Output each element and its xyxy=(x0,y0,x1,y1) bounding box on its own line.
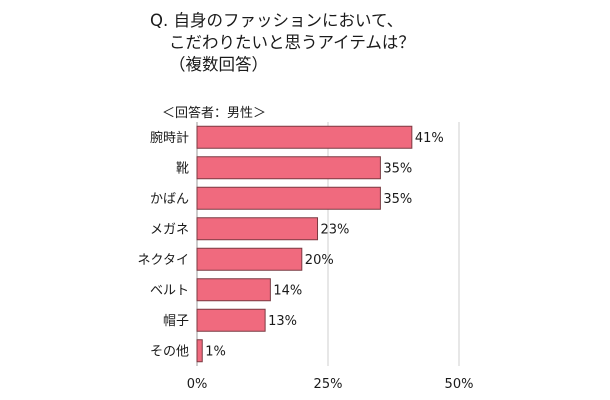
title-line-3: （複数回答） xyxy=(169,55,268,74)
value-label-6: 13% xyxy=(268,314,297,329)
bar-6 xyxy=(196,308,266,332)
bar-7 xyxy=(196,339,203,363)
value-label-4: 20% xyxy=(305,253,334,268)
value-label-3: 23% xyxy=(321,222,350,237)
value-label-0: 41% xyxy=(415,131,444,146)
bar-5 xyxy=(196,278,271,302)
x-tick-label-0: 0% xyxy=(187,377,208,392)
category-label-1: 靴 xyxy=(176,161,189,176)
bar-3 xyxy=(196,217,319,241)
category-label-0: 腕時計 xyxy=(150,130,189,146)
bar-4 xyxy=(196,247,303,271)
bar-0 xyxy=(196,125,413,149)
title-line-1: Q. 自身のファッションにおいて、 xyxy=(150,11,404,30)
bar-1 xyxy=(196,156,381,180)
category-label-5: ベルト xyxy=(150,283,189,298)
chart-title: Q. 自身のファッションにおいて、 こだわりたいと思うアイテムは？ （複数回答） xyxy=(150,10,415,76)
label-layer: 腕時計 41% 靴 35% かばん 35% メガネ 23% ネクタイ 20% ベルト 14% 帽子 13%… xyxy=(138,130,444,360)
bar-2 xyxy=(196,186,381,210)
bar-layer xyxy=(196,125,413,363)
x-tick-label-1: 25% xyxy=(314,377,343,392)
respondent-label: ＜回答者：男性＞ xyxy=(162,106,267,121)
category-label-6: 帽子 xyxy=(163,313,189,329)
tick-layer: 0% 25% 50% xyxy=(187,377,474,392)
x-tick-label-2: 50% xyxy=(445,377,474,392)
value-label-2: 35% xyxy=(383,192,412,207)
category-label-4: ネクタイ xyxy=(138,253,189,268)
category-label-3: メガネ xyxy=(150,222,189,237)
value-label-5: 14% xyxy=(273,283,302,298)
title-line-2: こだわりたいと思うアイテムは？ xyxy=(169,33,415,52)
category-label-2: かばん xyxy=(150,192,189,207)
value-label-7: 1% xyxy=(205,344,226,359)
value-label-1: 35% xyxy=(383,161,412,176)
category-label-7: その他 xyxy=(150,344,189,359)
